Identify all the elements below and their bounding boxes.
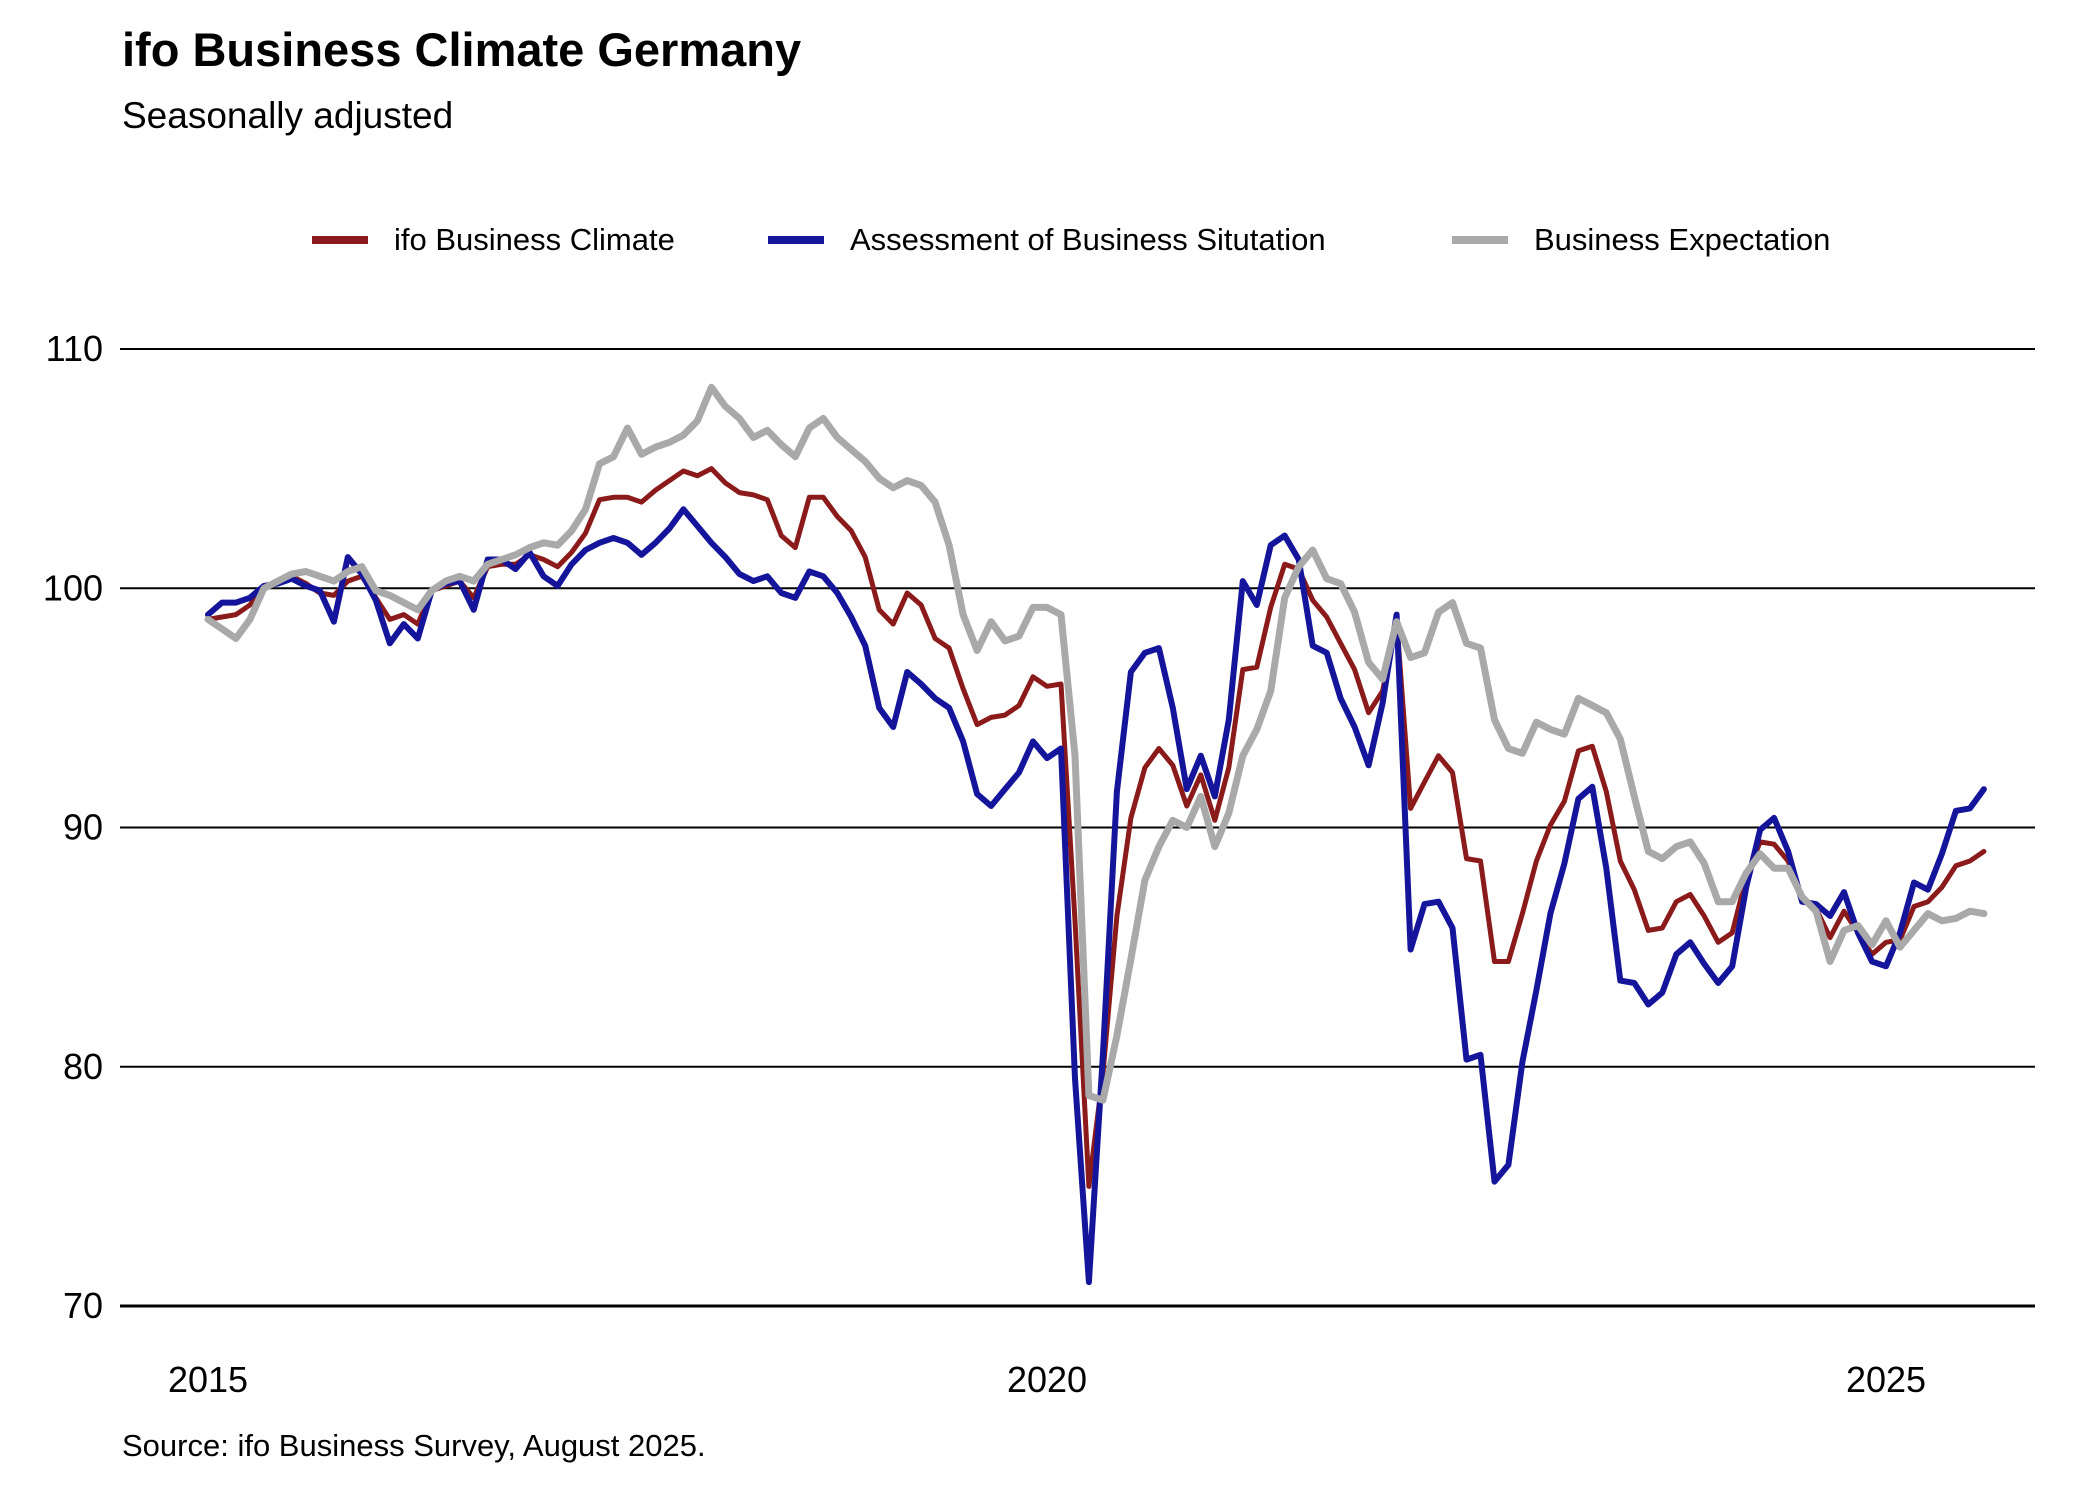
y-tick-label-110: 110 — [46, 328, 103, 369]
legend-swatch-expectation-icon — [1452, 236, 1508, 244]
legend-item-climate: ifo Business Climate — [312, 220, 675, 260]
y-tick-label-90: 90 — [63, 807, 103, 848]
legend-swatch-situation-icon — [768, 236, 824, 244]
series-line-2 — [204, 383, 1988, 1104]
source-note: Source: ifo Business Survey, August 2025… — [122, 1428, 706, 1463]
y-tick-label-70: 70 — [63, 1285, 103, 1326]
legend-swatch-climate-icon — [312, 236, 368, 244]
y-tick-label-80: 80 — [63, 1046, 103, 1087]
x-tick-label-2020: 2020 — [1007, 1359, 1087, 1400]
x-tick-label-2015: 2015 — [168, 1359, 248, 1400]
x-tick-label-2025: 2025 — [1846, 1359, 1926, 1400]
y-tick-label-100: 100 — [43, 567, 103, 608]
legend-label-expectation: Business Expectation — [1534, 222, 1831, 257]
legend-label-situation: Assessment of Business Situtation — [850, 222, 1326, 257]
legend-item-situation: Assessment of Business Situtation — [768, 220, 1326, 260]
chart-subtitle: Seasonally adjusted — [122, 95, 454, 136]
legend-item-expectation: Business Expectation — [1452, 220, 1830, 260]
chart-title: ifo Business Climate Germany — [122, 23, 802, 76]
legend-label-climate: ifo Business Climate — [394, 222, 675, 257]
